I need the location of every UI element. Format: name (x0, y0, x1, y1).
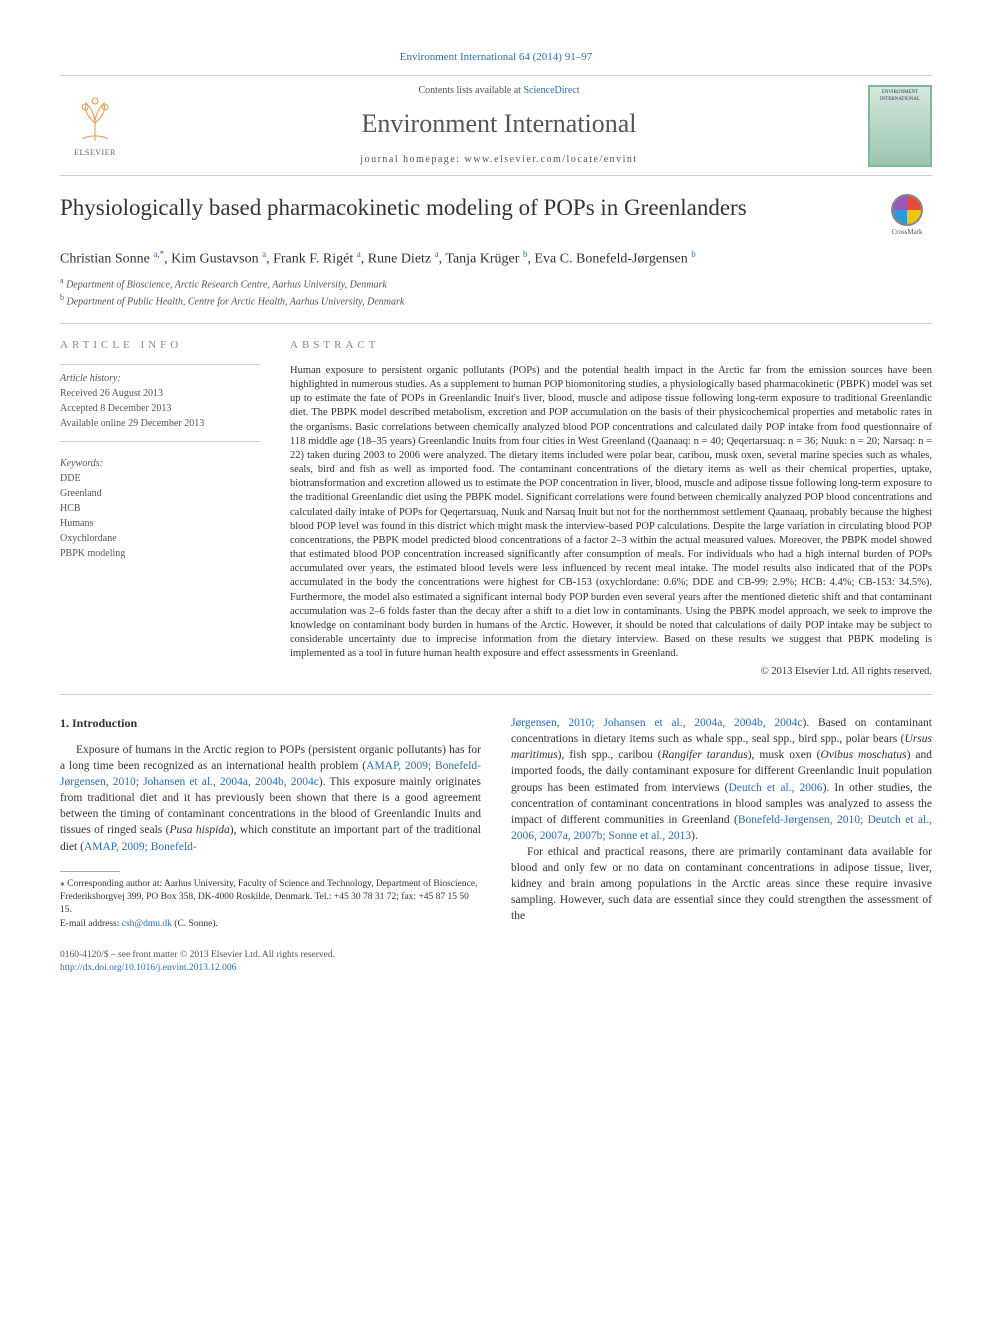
citation-link-deutch[interactable]: Deutch et al., 2006 (729, 782, 823, 794)
email-label: E-mail address: (60, 919, 122, 929)
contents-prefix: Contents lists available at (418, 85, 523, 96)
publisher-name: ELSEVIER (60, 147, 130, 158)
crossmark-label: CrossMark (882, 228, 932, 238)
front-matter-line: 0160-4120/$ – see front matter © 2013 El… (60, 949, 335, 962)
keyword-item: Greenland (60, 486, 260, 501)
journal-title: Environment International (130, 106, 868, 142)
species-rangifer: Rangifer tarandus (662, 749, 748, 761)
history-accepted: Accepted 8 December 2013 (60, 401, 260, 416)
crossmark-icon (891, 194, 923, 226)
species-ovibus: Ovibus moschatus (820, 749, 906, 761)
corresponding-author-footnote: ⁎ Corresponding author at: Aarhus Univer… (60, 878, 481, 918)
article-info-heading: ARTICLE INFO (60, 338, 260, 353)
abstract-copyright: © 2013 Elsevier Ltd. All rights reserved… (290, 665, 932, 680)
p1c-text-f: ). (691, 830, 698, 842)
affiliations: a Department of Bioscience, Arctic Resea… (60, 275, 932, 310)
author-email-link[interactable]: csh@dmu.dk (122, 919, 172, 929)
keyword-item: PBPK modeling (60, 546, 260, 561)
author-list: Christian Sonne a,*, Kim Gustavson a, Fr… (60, 248, 932, 269)
section-heading-introduction: 1. Introduction (60, 715, 481, 732)
journal-cover-thumbnail: ENVIRONMENT INTERNATIONAL (868, 85, 932, 167)
sciencedirect-link[interactable]: ScienceDirect (523, 85, 579, 96)
intro-paragraph-1-continued: Jørgensen, 2010; Johansen et al., 2004a,… (511, 715, 932, 844)
citation-link-amap-2[interactable]: AMAP, 2009; Bonefeld- (84, 841, 197, 853)
journal-issue-ref: Environment International 64 (2014) 91–9… (60, 50, 932, 65)
cover-text: ENVIRONMENT INTERNATIONAL (870, 87, 930, 105)
publisher-logo: ELSEVIER (60, 93, 130, 158)
keyword-item: DDE (60, 471, 260, 486)
history-online: Available online 29 December 2013 (60, 416, 260, 431)
citation-link-cont[interactable]: Jørgensen, 2010; Johansen et al., 2004a,… (511, 717, 803, 729)
journal-homepage: journal homepage: www.elsevier.com/locat… (130, 153, 868, 167)
page-footer: 0160-4120/$ – see front matter © 2013 El… (60, 949, 932, 976)
keyword-item: Oxychlordane (60, 531, 260, 546)
keywords-list: DDEGreenlandHCBHumansOxychlordanePBPK mo… (60, 471, 260, 561)
intro-paragraph-2: For ethical and practical reasons, there… (511, 844, 932, 924)
abstract-text: Human exposure to persistent organic pol… (290, 364, 932, 662)
article-title: Physiologically based pharmacokinetic mo… (60, 194, 872, 222)
journal-header: ELSEVIER Contents lists available at Sci… (60, 75, 932, 175)
p1c-text-c: ), musk oxen ( (748, 749, 821, 761)
keyword-item: Humans (60, 516, 260, 531)
email-footnote: E-mail address: csh@dmu.dk (C. Sonne). (60, 918, 481, 931)
history-label: Article history: (60, 371, 260, 386)
journal-issue-link[interactable]: Environment International 64 (2014) 91–9… (400, 51, 592, 63)
keywords-label: Keywords: (60, 456, 260, 471)
footnote-divider (60, 871, 120, 872)
contents-available: Contents lists available at ScienceDirec… (130, 84, 868, 98)
intro-paragraph-1: Exposure of humans in the Arctic region … (60, 742, 481, 855)
doi-link[interactable]: http://dx.doi.org/10.1016/j.envint.2013.… (60, 963, 236, 973)
corr-text: ⁎ Corresponding author at: Aarhus Univer… (60, 879, 477, 916)
keyword-item: HCB (60, 501, 260, 516)
email-suffix: (C. Sonne). (172, 919, 218, 929)
history-received: Received 26 August 2013 (60, 386, 260, 401)
p1c-text-b: ), fish spp., caribou ( (558, 749, 662, 761)
elsevier-tree-icon (70, 93, 120, 143)
abstract-heading: ABSTRACT (290, 338, 932, 353)
crossmark-badge[interactable]: CrossMark (882, 194, 932, 238)
species-pusa: Pusa hispida (169, 824, 229, 836)
